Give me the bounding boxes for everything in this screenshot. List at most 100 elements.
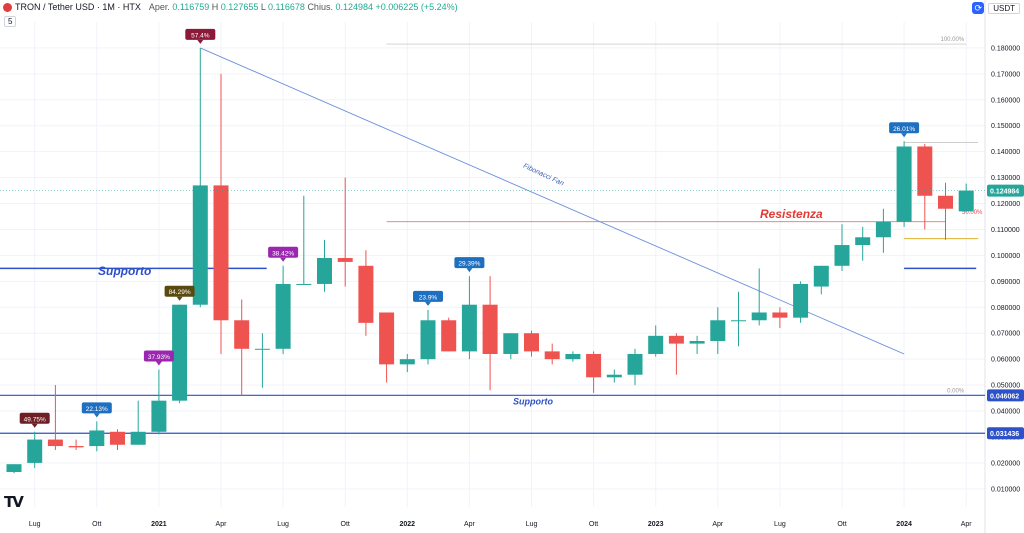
- percent-badge: [413, 290, 443, 302]
- y-tick-label: 0.070000: [991, 331, 1020, 338]
- candle-body: [379, 312, 395, 365]
- support-1-price-tag-bg: [987, 389, 1024, 402]
- open-label: Aper.: [148, 2, 170, 12]
- x-tick-label: 2021: [151, 521, 167, 528]
- supporto-upper-label: Supporto: [98, 264, 151, 278]
- candle-body: [648, 335, 664, 354]
- y-tick-label: 0.080000: [991, 305, 1020, 312]
- candle-body: [524, 333, 539, 352]
- y-tick-label: 0.160000: [991, 97, 1020, 104]
- candle-body: [47, 439, 63, 447]
- x-tick-label: Apr: [712, 521, 724, 528]
- candle-body: [731, 320, 746, 322]
- percent-badge-label: 84.29%: [169, 289, 191, 296]
- candle-body: [482, 304, 498, 354]
- x-tick-label: Ott: [837, 521, 846, 528]
- y-tick-label: 0.120000: [991, 201, 1020, 208]
- x-tick-label: Lug: [774, 521, 786, 528]
- x-tick-label: Lug: [526, 521, 538, 528]
- high-value: 0.127655: [220, 2, 259, 12]
- candle-body: [461, 304, 477, 352]
- candle-body: [317, 258, 332, 284]
- candle-body: [68, 446, 84, 448]
- percent-badge-label: 29.39%: [458, 261, 480, 268]
- y-tick-label: 0.110000: [991, 227, 1020, 234]
- support-1-price-tag: 0.046062: [990, 393, 1019, 400]
- candle-body: [896, 146, 912, 222]
- support-2-price-tag-bg: [987, 427, 1024, 440]
- percent-badge-label: 26.01%: [893, 126, 915, 133]
- candle-body: [296, 283, 312, 285]
- y-tick-label: 0.140000: [991, 149, 1020, 156]
- percent-badge-label: 23.9%: [419, 294, 438, 301]
- symbol-title[interactable]: TRON / Tether USD · 1M · HTX: [15, 2, 141, 12]
- currency-badge[interactable]: USDT: [988, 2, 1020, 14]
- candle-body: [751, 312, 767, 321]
- candle-body: [627, 353, 643, 375]
- y-tick-label: 0.100000: [991, 253, 1020, 260]
- fib-100-label: 100.00%: [941, 37, 965, 43]
- ohlc-readout: Aper. 0.116759 H 0.127655 L 0.116678 Chi…: [149, 2, 458, 12]
- candle-body: [689, 341, 705, 344]
- candle-body: [27, 439, 43, 463]
- percent-badge: [81, 402, 112, 414]
- candle-body: [358, 265, 374, 323]
- candle-body: [606, 374, 622, 378]
- percent-badge-pointer: [155, 361, 162, 366]
- candle-body: [938, 195, 953, 209]
- candle-body: [875, 221, 891, 238]
- percent-badge-pointer: [425, 301, 431, 306]
- y-tick-label: 0.150000: [991, 123, 1020, 130]
- low-value: 0.116678: [268, 2, 305, 12]
- high-label: H: [211, 2, 219, 12]
- resistenza-label: Resistenza: [760, 207, 823, 221]
- candle-body: [192, 185, 208, 305]
- supporto-lower-label: Supporto: [513, 397, 553, 407]
- x-tick-label: Ott: [92, 521, 101, 528]
- percent-badge: [164, 285, 195, 297]
- x-tick-label: 2022: [400, 521, 416, 528]
- candle-body: [234, 320, 250, 349]
- percent-badge-pointer: [466, 268, 473, 273]
- close-label: Chius.: [307, 2, 333, 12]
- candle-body: [151, 400, 167, 432]
- fib-fan-label: Fibonacci Fan: [522, 163, 565, 188]
- y-tick-label: 0.060000: [991, 357, 1020, 364]
- symbol-header: TRON / Tether USD · 1M · HTX Aper. 0.116…: [0, 0, 458, 14]
- candle-body: [958, 190, 974, 212]
- interval-badge[interactable]: 5: [4, 16, 17, 27]
- y-tick-label: 0.130000: [991, 175, 1020, 182]
- candle-body: [275, 283, 291, 349]
- candle-body: [337, 258, 353, 262]
- open-value: 0.116759: [172, 2, 210, 12]
- candle-body: [503, 333, 519, 354]
- change-value: +0.006225: [375, 2, 419, 12]
- x-tick-label: Apr: [961, 521, 973, 528]
- percent-badge: [19, 412, 50, 424]
- percent-badge-label: 49.75%: [24, 416, 46, 423]
- percent-badge-pointer: [197, 39, 204, 44]
- x-tick-label: Apr: [216, 521, 228, 528]
- candle-body: [668, 335, 684, 344]
- candle-body: [441, 320, 457, 352]
- sync-icon[interactable]: ⟳: [972, 2, 985, 14]
- y-tick-label: 0.040000: [991, 409, 1020, 416]
- percent-badge: [185, 28, 216, 40]
- candle-body: [917, 146, 933, 196]
- candle-body: [420, 320, 436, 360]
- x-tick-label: 2024: [896, 521, 912, 528]
- percent-badge-label: 38.42%: [272, 250, 294, 257]
- fib-fan-line: [200, 47, 905, 355]
- candle-body: [254, 348, 270, 350]
- fib-0-label: 0.00%: [947, 388, 965, 394]
- tradingview-logo: TV: [4, 493, 24, 511]
- percent-badge: [268, 246, 299, 258]
- candle-body: [855, 237, 871, 246]
- y-tick-label: 0.090000: [991, 279, 1020, 286]
- x-tick-label: Ott: [589, 521, 598, 528]
- candle-body: [772, 312, 788, 318]
- y-tick-label: 0.020000: [991, 460, 1020, 467]
- close-value: 0.124984: [335, 2, 374, 12]
- candle-body: [213, 185, 229, 321]
